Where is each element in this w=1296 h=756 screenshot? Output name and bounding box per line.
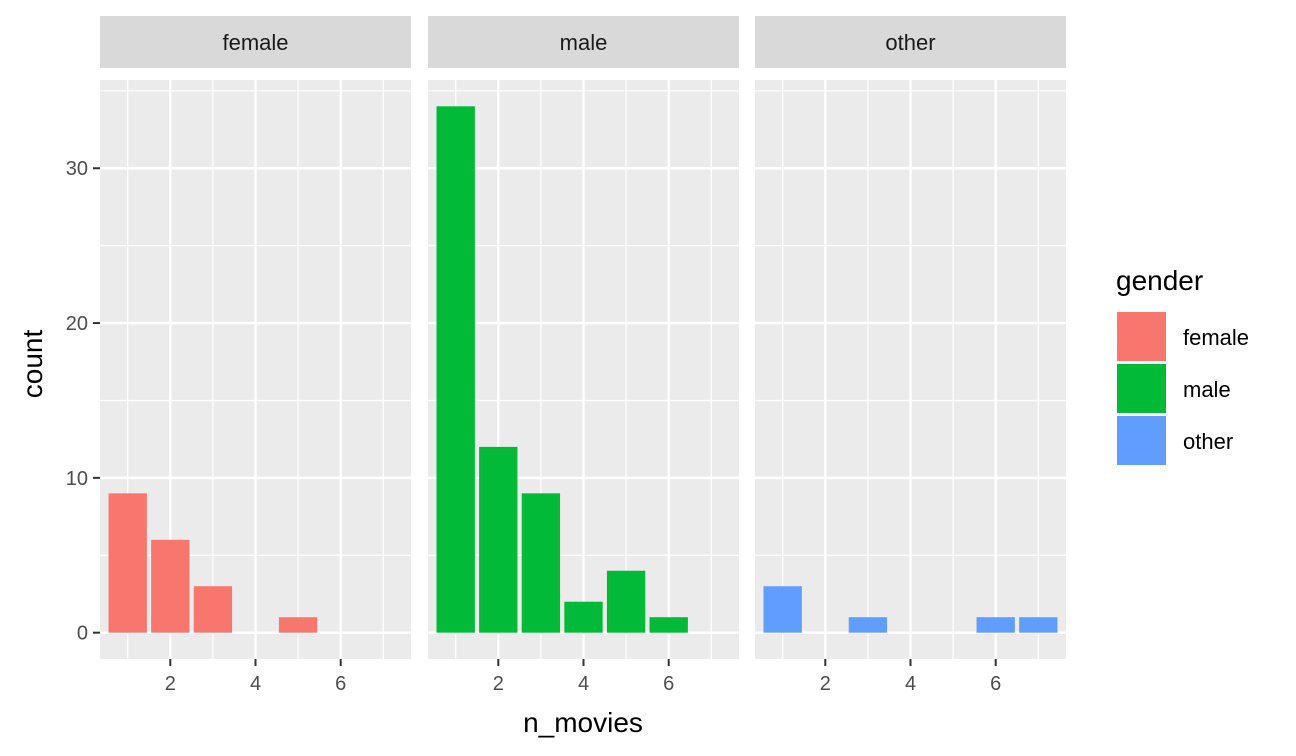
x-tick-label: 6	[335, 673, 346, 695]
y-tick-label: 0	[77, 623, 88, 645]
facet-panel-male: male	[428, 16, 739, 659]
facet-panel-other: other	[755, 16, 1066, 659]
legend-title: gender	[1116, 265, 1203, 296]
x-axis-female: 2 4 6	[165, 659, 346, 695]
y-axis: 0 10 20 30	[66, 158, 100, 645]
x-axis-title: n_movies	[523, 707, 643, 738]
facet-strip	[100, 16, 411, 68]
bar-male-5	[606, 570, 646, 633]
facet-panels: female male other	[100, 16, 1066, 659]
facet-strip-label: male	[560, 30, 608, 55]
x-axis-male: 2 4 6	[493, 659, 674, 695]
bar-other-6	[976, 617, 1015, 633]
bar-male-2	[479, 446, 518, 633]
bar-male-6	[649, 617, 688, 633]
bar-male-3	[521, 493, 561, 633]
x-tick-label: 4	[905, 673, 916, 695]
legend: gender female male other	[1116, 265, 1249, 465]
x-tick-label: 4	[250, 673, 261, 695]
x-tick-label: 2	[493, 673, 504, 695]
x-tick-label: 2	[820, 673, 831, 695]
x-tick-label: 4	[578, 673, 589, 695]
facet-strip	[755, 16, 1066, 68]
x-tick-label: 2	[165, 673, 176, 695]
bar-other-1	[763, 586, 802, 633]
x-tick-label: 6	[990, 673, 1001, 695]
bar-male-4	[564, 601, 603, 633]
y-tick-label: 30	[66, 158, 88, 180]
bar-male-1	[436, 106, 475, 633]
bar-female-3	[193, 586, 233, 633]
facet-strip	[428, 16, 739, 68]
facet-strip-label: female	[222, 30, 288, 55]
legend-key-female	[1117, 312, 1166, 361]
legend-label-other: other	[1183, 429, 1233, 454]
bar-female-2	[151, 539, 190, 633]
legend-key-other	[1117, 416, 1166, 465]
y-axis-title: count	[17, 330, 48, 399]
bar-other-3	[848, 617, 888, 633]
bar-female-5	[278, 617, 318, 633]
bar-other-7	[1019, 617, 1058, 633]
y-tick-label: 10	[66, 468, 88, 490]
y-tick-label: 20	[66, 313, 88, 335]
x-tick-label: 6	[663, 673, 674, 695]
facet-strip-label: other	[885, 30, 935, 55]
legend-label-male: male	[1183, 377, 1231, 402]
x-axes: 2 4 6 2 4 6 2 4 6	[165, 659, 1001, 695]
bar-female-1	[108, 493, 147, 633]
legend-key-male	[1117, 364, 1166, 413]
facet-panel-female: female	[100, 16, 411, 659]
x-axis-other: 2 4 6	[820, 659, 1001, 695]
legend-label-female: female	[1183, 325, 1249, 350]
